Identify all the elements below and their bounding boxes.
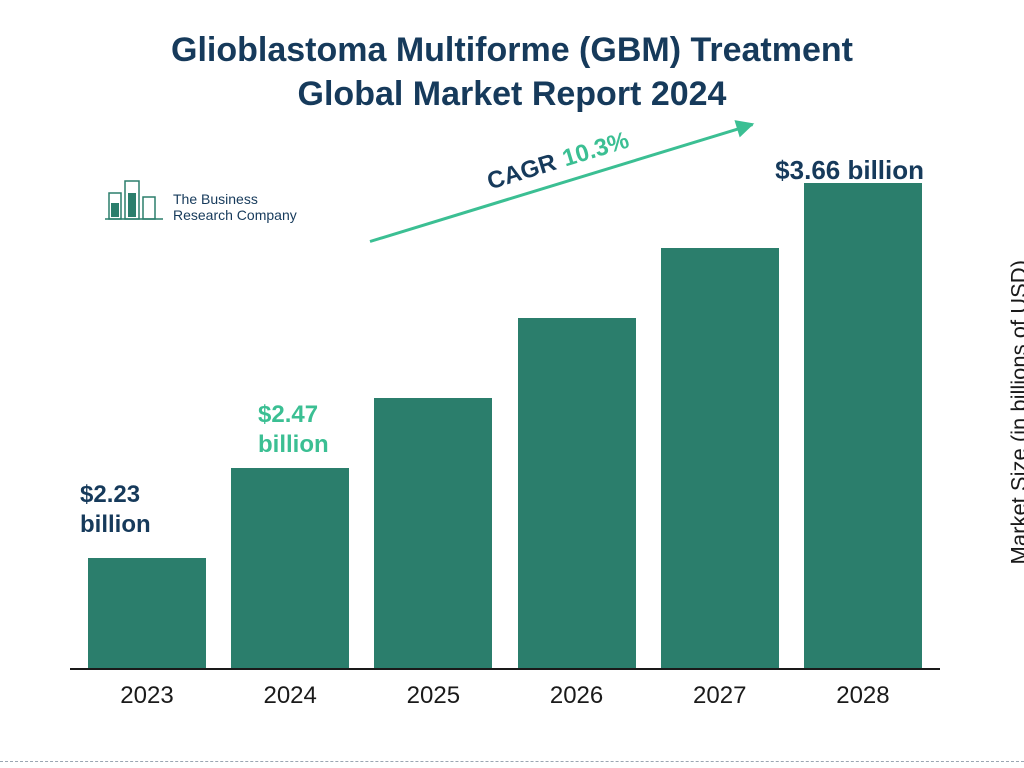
x-label-2026: 2026 — [518, 682, 636, 710]
bar-2026 — [518, 318, 636, 668]
bar-2024 — [231, 468, 349, 668]
chart-title: Glioblastoma Multiforme (GBM) TreatmentG… — [0, 28, 1024, 116]
x-label-2024: 2024 — [231, 682, 349, 710]
bars-group — [70, 170, 940, 668]
y-axis-label: Market Size (in billions of USD) — [1006, 260, 1024, 564]
chart-container: Glioblastoma Multiforme (GBM) TreatmentG… — [0, 0, 1024, 768]
value-label-2023: $2.23billion — [80, 480, 151, 540]
bar-2027 — [661, 248, 779, 668]
bar-2028 — [804, 183, 922, 668]
footer-divider — [0, 761, 1024, 762]
value-label-2024: $2.47billion — [258, 400, 329, 460]
x-label-2027: 2027 — [661, 682, 779, 710]
bar-2025 — [374, 398, 492, 668]
value-label-2028: $3.66 billion — [775, 155, 924, 186]
chart-area: 2023 2024 2025 2026 2027 2028 — [70, 170, 940, 710]
x-label-2023: 2023 — [88, 682, 206, 710]
x-label-2025: 2025 — [374, 682, 492, 710]
bar-2023 — [88, 558, 206, 668]
x-label-2028: 2028 — [804, 682, 922, 710]
x-axis-line — [70, 668, 940, 670]
x-axis-labels: 2023 2024 2025 2026 2027 2028 — [70, 682, 940, 710]
